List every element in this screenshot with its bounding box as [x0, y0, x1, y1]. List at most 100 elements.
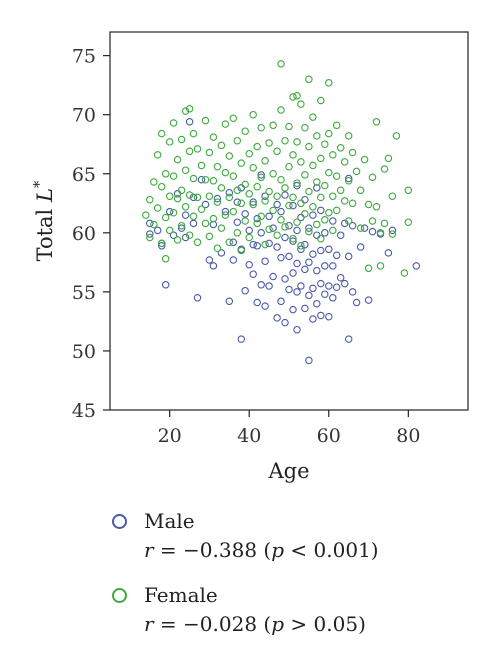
male-point-62: [281, 233, 289, 242]
x-tick-label-40: 40: [237, 425, 261, 447]
female-point-60: [225, 238, 234, 247]
legend-label-female: Female: [144, 583, 218, 607]
female-point-127: [309, 161, 317, 170]
female-point-90: [265, 225, 273, 234]
male-point-86: [305, 224, 313, 232]
male-point-11: [181, 233, 190, 242]
male-point-14: [189, 219, 198, 228]
female-point-120: [301, 171, 309, 179]
male-point-97: [317, 246, 325, 255]
female-point-6: [153, 204, 162, 212]
female-point-47: [209, 177, 218, 185]
female-point-16: [169, 119, 178, 127]
y-axis-title-variable: L: [33, 188, 57, 203]
male-point-63: [281, 191, 289, 199]
female-point-64: [233, 136, 242, 145]
female-point-21: [173, 236, 182, 244]
female-point-162: [364, 200, 373, 209]
female-point-135: [317, 234, 325, 243]
female-point-103: [281, 223, 289, 231]
male-point-121: [360, 224, 369, 232]
female-point-42: [201, 219, 210, 228]
male-point-85: [305, 258, 313, 267]
male-point-84: [305, 291, 313, 300]
female-point-30: [185, 191, 194, 199]
female-point-113: [293, 179, 301, 187]
female-point-4: [150, 220, 158, 229]
male-point-41: [253, 242, 261, 250]
male-point-64: [285, 285, 293, 294]
x-axis-title: Age: [267, 459, 309, 483]
female-point-100: [277, 216, 285, 224]
female-point-98: [277, 106, 285, 114]
male-point-47: [261, 257, 269, 265]
female-point-9: [157, 239, 166, 248]
female-point-89: [265, 187, 273, 196]
female-point-71: [241, 180, 249, 189]
female-point-24: [177, 221, 186, 230]
female-point-7: [157, 129, 166, 138]
female-point-61: [229, 114, 238, 122]
male-point-115: [344, 252, 353, 261]
female-point-123: [305, 142, 313, 151]
male-point-102: [325, 312, 333, 321]
male-point-27: [229, 238, 238, 247]
female-point-87: [261, 240, 269, 249]
male-point-93: [313, 231, 321, 239]
female-point-0: [142, 211, 150, 219]
male-point-110: [336, 273, 345, 282]
female-point-155: [344, 217, 353, 225]
female-point-68: [237, 199, 246, 208]
female-point-174: [388, 192, 397, 200]
female-point-133: [317, 154, 325, 163]
male-point-25: [225, 188, 234, 197]
female-point-92: [269, 170, 277, 178]
y-axis: 45 50 55 60 65 70 75: [72, 46, 110, 422]
male-point-2: [153, 226, 162, 235]
male-point-52: [269, 272, 277, 281]
plot-frame: [109, 31, 469, 411]
female-point-102: [281, 184, 289, 192]
female-point-84: [257, 212, 265, 221]
female-point-32: [189, 129, 198, 138]
legend-label-male: Male: [144, 509, 195, 533]
female-point-150: [336, 186, 345, 195]
female-point-117: [297, 199, 305, 208]
female-point-121: [301, 210, 309, 218]
y-tick-label-70: 70: [72, 105, 96, 127]
male-point-96: [317, 279, 325, 288]
female-point-63: [229, 207, 238, 216]
female-point-51: [213, 244, 222, 252]
male-point-33: [241, 286, 249, 295]
male-point-15: [193, 294, 202, 302]
male-point-68: [289, 269, 297, 277]
male-point-109: [332, 251, 341, 260]
male-point-66: [285, 221, 293, 230]
male-point-49: [265, 282, 273, 290]
female-point-161: [360, 155, 369, 164]
female-point-115: [297, 100, 305, 108]
female-point-152: [340, 197, 349, 205]
male-point-88: [309, 284, 317, 293]
male-point-67: [289, 305, 297, 314]
female-point-134: [317, 193, 325, 202]
female-point-112: [293, 138, 301, 146]
male-point-56: [273, 200, 281, 209]
male-point-81: [301, 240, 309, 249]
male-point-75: [293, 181, 301, 190]
female-point-26: [181, 166, 190, 174]
female-point-43: [205, 148, 214, 157]
female-point-109: [289, 193, 297, 202]
female-point-178: [404, 218, 413, 226]
female-point-169: [376, 262, 385, 270]
female-point-143: [329, 151, 337, 159]
female-point-159: [356, 186, 365, 195]
male-point-89: [309, 250, 317, 258]
y-tick-label-55: 55: [72, 282, 96, 304]
male-point-59: [277, 207, 285, 216]
female-point-81: [253, 219, 261, 228]
female-point-108: [289, 151, 297, 159]
x-tick-label-20: 20: [158, 425, 182, 447]
female-point-172: [384, 154, 393, 163]
female-point-131: [313, 220, 321, 229]
